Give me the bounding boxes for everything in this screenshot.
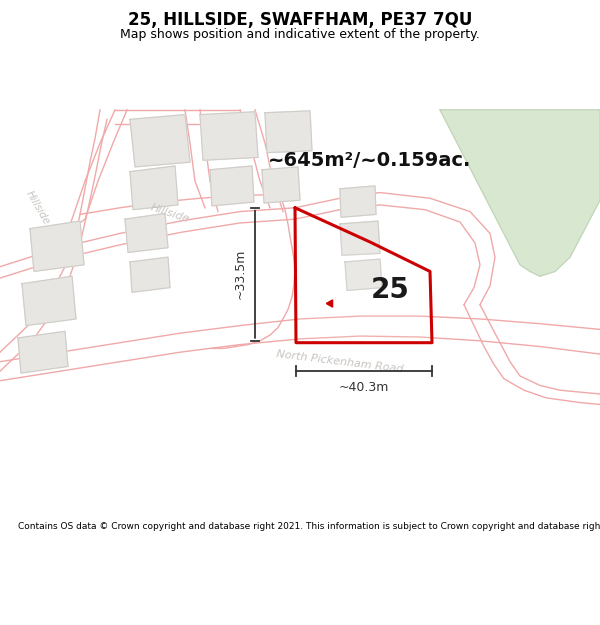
Text: ~645m²/~0.159ac.: ~645m²/~0.159ac. [268,151,472,170]
Polygon shape [295,208,432,342]
Polygon shape [130,257,170,292]
Polygon shape [130,166,178,209]
Text: Hillside: Hillside [24,189,52,226]
Polygon shape [210,166,254,206]
Text: ~40.3m: ~40.3m [339,381,389,394]
Polygon shape [340,186,376,218]
Polygon shape [262,167,300,203]
Polygon shape [130,114,190,167]
Polygon shape [18,331,68,373]
Text: 25: 25 [371,276,409,304]
Polygon shape [30,221,84,271]
Text: Map shows position and indicative extent of the property.: Map shows position and indicative extent… [120,28,480,41]
Polygon shape [440,110,600,276]
Text: ~33.5m: ~33.5m [234,249,247,299]
Polygon shape [125,214,168,253]
Text: 25, HILLSIDE, SWAFFHAM, PE37 7QU: 25, HILLSIDE, SWAFFHAM, PE37 7QU [128,11,472,29]
Text: North Pickenham Road: North Pickenham Road [276,349,404,374]
Polygon shape [22,276,76,326]
Text: Contains OS data © Crown copyright and database right 2021. This information is : Contains OS data © Crown copyright and d… [18,521,600,531]
Polygon shape [340,221,380,255]
Polygon shape [345,259,382,291]
Polygon shape [265,111,312,152]
Text: Hillside: Hillside [149,202,191,224]
Polygon shape [200,112,258,160]
